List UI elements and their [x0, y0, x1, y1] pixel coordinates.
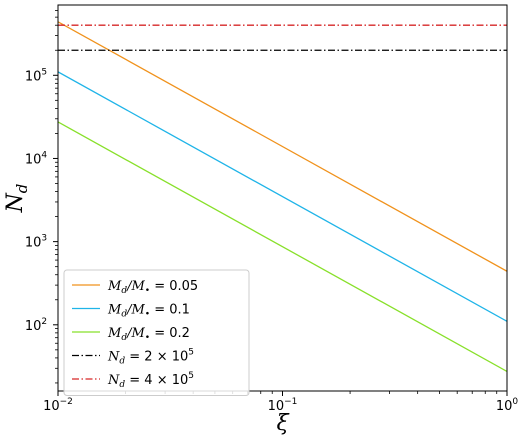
legend-entry-2: Md/M• = 0.1 [107, 303, 190, 320]
y-axis-label: Nd [3, 184, 31, 214]
legend-box [63, 269, 250, 396]
legend-entry-5: Nd = 4 × 105 [107, 371, 194, 390]
y-tick-label: 105 [25, 67, 47, 84]
x-axis-label: ξ [276, 411, 290, 436]
axes: 10−2 10−1 100 102 103 104 105 ξ Nd [3, 4, 519, 436]
legend-entry-4: Nd = 2 × 105 [107, 348, 194, 367]
x-tick-label: 10−1 [268, 397, 298, 414]
legend: Md/M• = 0.05 Md/M• = 0.1 Md/M• = 0.2 Nd = 2… [63, 269, 250, 396]
legend-entry-3: Md/M• = 0.2 [107, 326, 190, 343]
series-line-2 [58, 71, 507, 322]
series-line-3 [58, 121, 507, 373]
x-tick-label: 100 [496, 397, 519, 414]
y-tick-label: 103 [25, 234, 47, 251]
x-tick-label: 10−2 [43, 397, 73, 414]
plot-lines [58, 21, 507, 373]
y-tick-label: 104 [25, 150, 48, 167]
legend-entry-1: Md/M• = 0.05 [107, 279, 198, 296]
y-tick-label: 102 [25, 317, 47, 334]
series-line-1 [58, 21, 507, 272]
